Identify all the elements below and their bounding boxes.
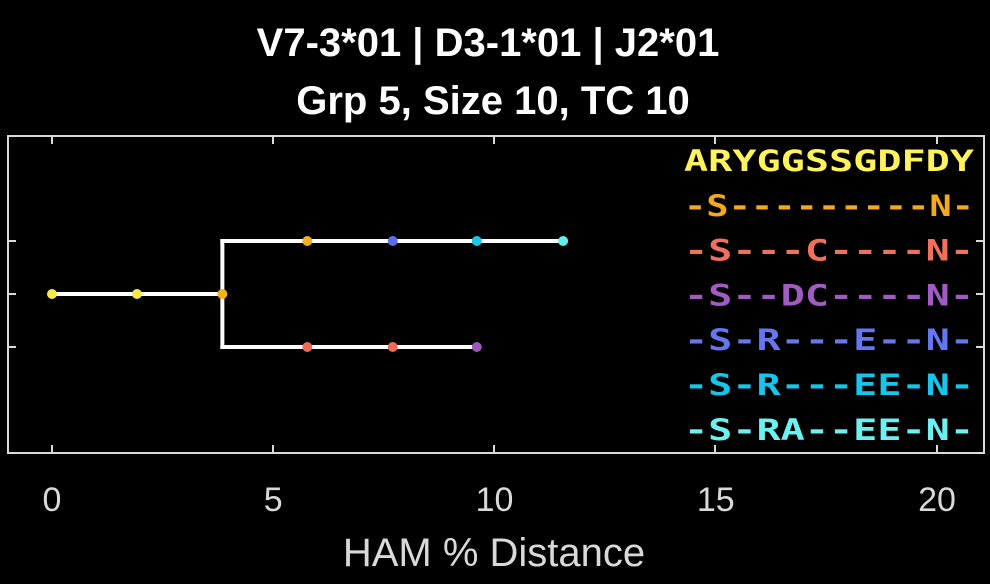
chart-title: V7-3*01 | D3-1*01 | J2*01	[257, 21, 720, 65]
tree-branches	[50, 239, 566, 349]
tree-node-2	[217, 289, 228, 299]
tree-node-4	[387, 236, 398, 246]
x-tick-label-20: 20	[918, 481, 956, 519]
x-tick-label-5: 5	[264, 481, 283, 519]
sequence-label-5: -S-R---EE-N-	[684, 368, 974, 402]
tree-node-7	[302, 342, 313, 352]
tree-node-6	[558, 236, 569, 246]
x-axis-label: HAM % Distance	[343, 531, 645, 575]
sequence-label-2: -S---C----N-	[684, 234, 974, 268]
sequence-labels: ARYGGSSGDFDY -S---------N- -S---C----N- -S-…	[684, 144, 975, 447]
y-ticks	[8, 240, 984, 348]
x-tick-label-15: 15	[697, 481, 735, 519]
tree-node-9	[471, 342, 482, 352]
sequence-label-1: -S---------N-	[684, 189, 974, 223]
sequence-label-0: ARYGGSSGDFDY	[684, 144, 975, 178]
tree-node-3	[302, 236, 313, 246]
x-tick-label-0: 0	[43, 481, 62, 519]
x-ticks	[51, 136, 938, 453]
x-tick-label-10: 10	[476, 481, 514, 519]
sequence-label-4: -S-R---E--N-	[684, 323, 974, 357]
sequence-label-6: -S-RA--EE-N-	[684, 413, 974, 447]
tree-node-0	[47, 289, 57, 299]
tree-node-1	[131, 289, 142, 299]
x-tick-labels: 0 5 10 15 20	[43, 481, 956, 519]
tree-node-5	[471, 236, 482, 246]
tree-nodes	[47, 236, 569, 352]
tree-node-8	[387, 342, 398, 352]
chart-subtitle: Grp 5, Size 10, TC 10	[296, 79, 690, 123]
sequence-label-3: -S--DC----N-	[684, 278, 974, 312]
